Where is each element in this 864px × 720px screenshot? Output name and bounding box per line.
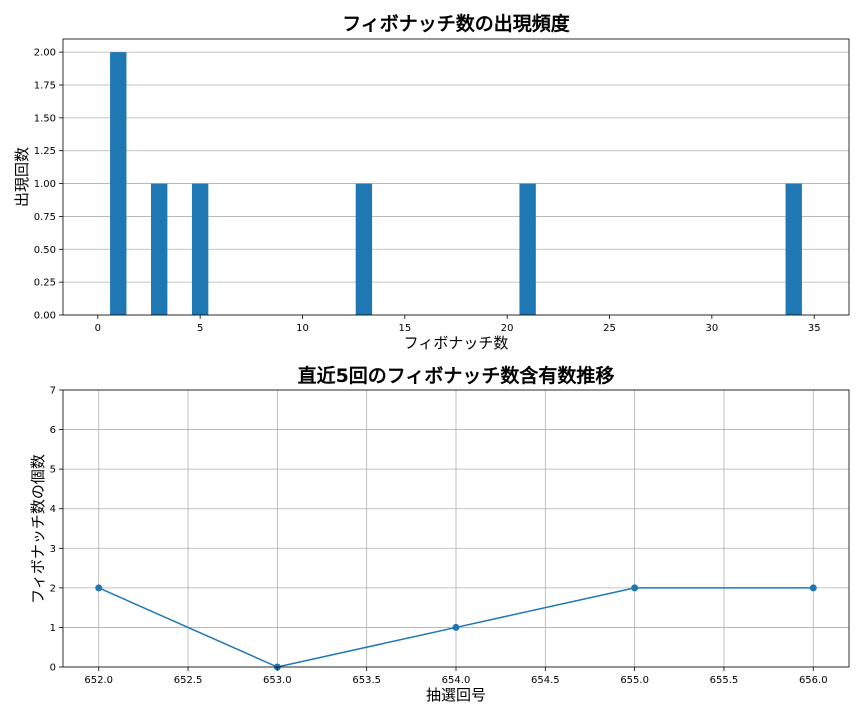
x-tick-label: 653.5 [352,675,381,686]
y-tick-label: 5 [50,465,56,476]
y-tick-label: 0.00 [34,311,56,322]
bar-chart-grid [63,51,849,316]
x-tick-label: 653.0 [263,675,292,686]
bar-chart-y-ticks: 0.00 0.25 0.50 0.75 1.00 1.25 1.50 1.75 2.00 [34,48,63,322]
y-tick-label: 2 [50,583,56,594]
line-chart-x-ticks: 652.0 652.5 653.0 653.5 654.0 654.5 655.0 655.5… [84,667,828,686]
data-point [631,584,639,592]
y-tick-label: 0.50 [34,245,56,256]
x-tick-label: 20 [501,323,514,334]
y-tick-label: 1.50 [34,113,56,124]
x-tick-label: 25 [603,323,616,334]
bar-chart-bars [110,52,802,316]
bar [355,183,373,315]
y-tick-label: 1.00 [34,179,56,190]
x-tick-label: 656.0 [799,675,828,686]
x-tick-label: 652.5 [174,675,203,686]
x-tick-label: 15 [398,323,411,334]
y-tick-label: 0 [50,663,56,674]
x-tick-label: 0 [95,323,101,334]
data-point [95,584,103,592]
y-tick-label: 0.75 [34,212,56,223]
line-chart-points [95,584,817,671]
line-chart-y-axis-label: フィボナッチ数の個数 [29,454,47,604]
x-tick-label: 10 [296,323,309,334]
bar-chart: フィボナッチ数の出現頻度 0 5 10 15 20 25 30 35 0.00 0.25 0.50… [13,12,850,352]
line-chart: 直近5回のフィボナッチ数含有数推移 652.0 652.5 653.0 653.5 65… [29,364,850,704]
bar [110,52,127,316]
bar-chart-x-ticks: 0 5 10 15 20 25 30 35 [95,315,821,334]
x-tick-label: 652.0 [84,675,113,686]
bar-chart-x-axis-label: フィボナッチ数 [404,334,509,352]
line-chart-y-ticks: 0 1 2 3 4 5 6 7 [50,386,63,674]
line-chart-title: 直近5回のフィボナッチ数含有数推移 [298,364,615,387]
x-tick-label: 655.5 [710,675,739,686]
data-point [452,623,460,631]
y-tick-label: 1 [50,623,56,634]
y-tick-label: 1.25 [34,146,56,157]
y-tick-label: 2.00 [34,48,56,59]
bar-chart-title: フィボナッチ数の出現頻度 [342,12,571,35]
y-tick-label: 4 [50,504,56,515]
bar [151,183,168,315]
bar-chart-plot-frame [62,38,850,316]
x-tick-label: 35 [808,323,821,334]
y-tick-label: 1.75 [34,81,56,92]
y-tick-label: 3 [50,544,56,555]
x-tick-label: 30 [705,323,718,334]
x-tick-label: 654.0 [442,675,471,686]
y-tick-label: 6 [50,425,56,436]
line-chart-x-axis-label: 抽選回号 [426,686,486,704]
bar [519,183,536,315]
x-tick-label: 655.0 [620,675,649,686]
x-tick-label: 654.5 [531,675,560,686]
data-point [809,584,817,592]
y-tick-label: 0.25 [34,278,56,289]
y-tick-label: 7 [50,386,56,397]
bar [785,183,802,315]
x-tick-label: 5 [197,323,203,334]
bar-chart-y-axis-label: 出現回数 [13,147,31,207]
bar [191,183,209,315]
